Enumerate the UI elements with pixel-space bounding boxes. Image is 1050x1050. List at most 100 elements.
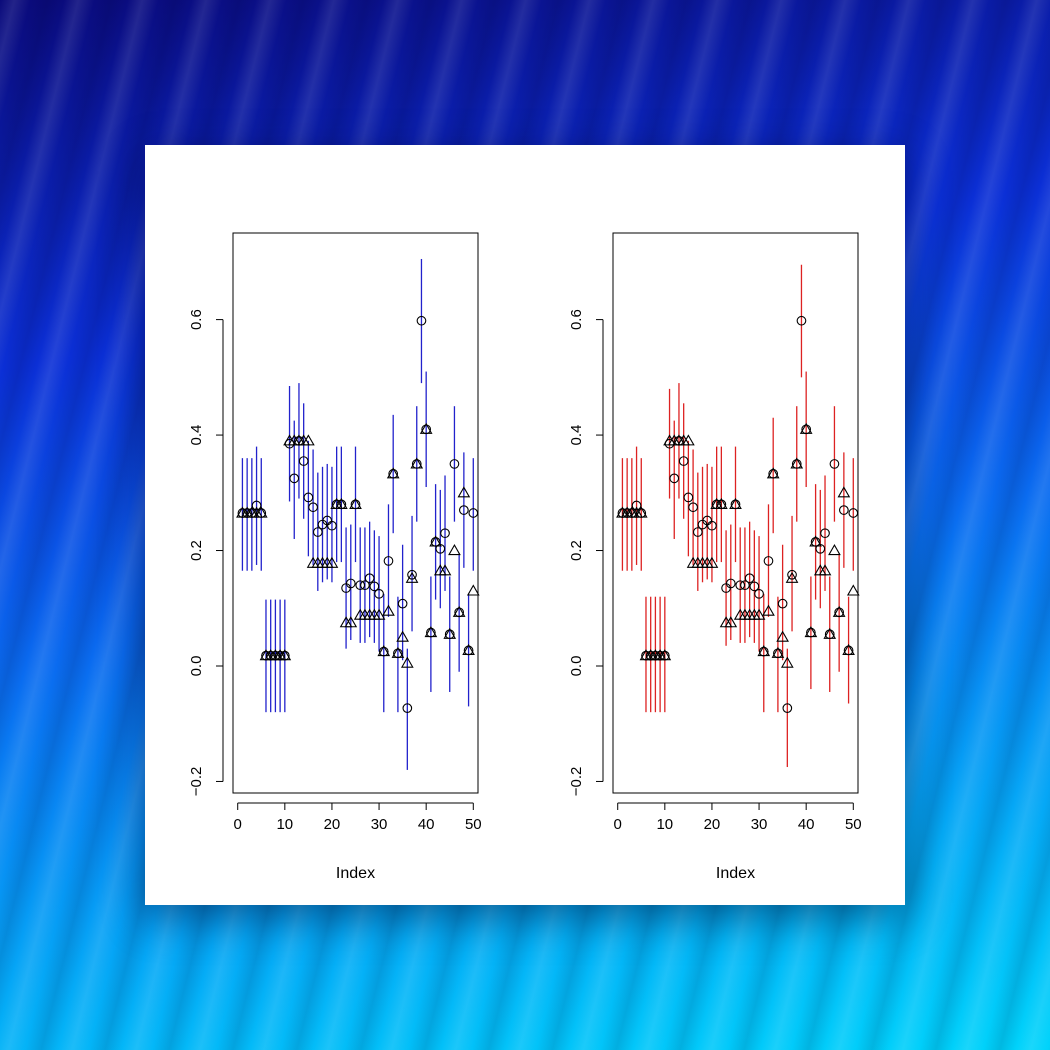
x-tick-label: 30 bbox=[371, 816, 388, 833]
circle-point bbox=[251, 500, 262, 511]
x-tick-label: 40 bbox=[798, 816, 815, 833]
y-tick-label: 0.6 bbox=[188, 309, 205, 330]
triangle-point bbox=[377, 645, 391, 657]
y-tick-label: 0.6 bbox=[568, 309, 585, 330]
circle-point bbox=[416, 315, 427, 326]
triangle-point bbox=[846, 584, 860, 596]
triangle-point bbox=[325, 556, 339, 568]
triangle-point bbox=[278, 649, 292, 661]
triangle-point bbox=[705, 556, 719, 568]
triangle-point bbox=[799, 422, 813, 434]
triangle-point bbox=[785, 571, 799, 583]
x-tick-label: 30 bbox=[751, 816, 768, 833]
triangle-point bbox=[452, 605, 466, 617]
y-axis: −0.2 0.0 0.2 0.4 0.6 bbox=[188, 309, 224, 796]
y-axis: −0.2 0.0 0.2 0.4 0.6 bbox=[568, 309, 604, 796]
circle-point bbox=[839, 505, 849, 515]
x-tick-label: 0 bbox=[614, 816, 622, 833]
triangle-point bbox=[405, 571, 419, 583]
circle-point bbox=[312, 527, 323, 537]
x-axis: 0 10 20 30 40 50 bbox=[234, 802, 482, 833]
circle-point bbox=[725, 578, 736, 589]
circle-point bbox=[782, 703, 793, 713]
circle-point bbox=[327, 520, 337, 531]
circle-point bbox=[364, 573, 375, 584]
x-tick-label: 0 bbox=[234, 816, 242, 833]
y-tick-label: 0.0 bbox=[568, 656, 585, 677]
circle-point bbox=[360, 580, 370, 591]
circle-point bbox=[468, 508, 479, 518]
circle-point bbox=[820, 528, 830, 539]
circle-point bbox=[440, 528, 450, 539]
triangle-point bbox=[837, 486, 851, 498]
triangle-point bbox=[809, 535, 822, 547]
triangle-point bbox=[804, 625, 818, 638]
x-axis-title: Index bbox=[336, 865, 375, 882]
figure-panel: 0 10 20 30 40 50 Index −0.2 0.0 0.2 0.4 0.6 0 10 20 30 4… bbox=[145, 145, 905, 905]
circle-point bbox=[692, 527, 703, 537]
x-tick-label: 40 bbox=[418, 816, 435, 833]
triangle-point bbox=[766, 467, 780, 479]
triangle-point bbox=[823, 627, 837, 639]
triangle-point bbox=[400, 656, 414, 668]
triangle-point bbox=[386, 467, 400, 479]
circle-point bbox=[777, 598, 788, 609]
triangle-point bbox=[344, 616, 358, 628]
y-tick-label: 0.2 bbox=[568, 540, 585, 561]
circle-point bbox=[459, 505, 469, 515]
triangle-point bbox=[457, 486, 471, 498]
triangle-point bbox=[780, 656, 794, 668]
triangle-point bbox=[419, 422, 433, 434]
circle-point bbox=[848, 508, 859, 518]
circle-point bbox=[369, 581, 380, 592]
circle-point bbox=[707, 520, 717, 531]
circle-point bbox=[345, 578, 356, 589]
circle-point bbox=[298, 456, 309, 466]
triangle-markers bbox=[616, 422, 860, 668]
triangle-point bbox=[302, 434, 315, 446]
triangle-point bbox=[349, 497, 362, 509]
triangle-point bbox=[391, 646, 405, 658]
y-tick-label: 0.0 bbox=[188, 656, 205, 677]
circle-point bbox=[749, 581, 760, 592]
x-axis: 0 10 20 30 40 50 bbox=[614, 802, 862, 833]
circle-point bbox=[796, 315, 807, 326]
triangle-point bbox=[715, 497, 728, 509]
triangle-point bbox=[729, 497, 742, 509]
x-tick-label: 20 bbox=[324, 816, 341, 833]
circle-point bbox=[374, 588, 384, 599]
triangle-point bbox=[372, 608, 386, 620]
circle-point bbox=[754, 588, 764, 599]
triangle-point bbox=[466, 584, 480, 596]
triangle-point bbox=[842, 643, 855, 656]
circle-point bbox=[383, 556, 394, 566]
circle-point bbox=[744, 573, 755, 584]
triangle-markers bbox=[236, 422, 480, 668]
triangle-point bbox=[438, 564, 452, 576]
triangle-point bbox=[424, 625, 438, 638]
x-tick-label: 50 bbox=[845, 816, 862, 833]
triangle-point bbox=[429, 535, 442, 547]
triangle-point bbox=[382, 604, 395, 616]
triangle-point bbox=[682, 434, 695, 446]
plot-right: 0 10 20 30 40 50 Index −0.2 0.0 0.2 0.4 0.6 bbox=[568, 232, 862, 882]
triangle-point bbox=[443, 627, 457, 639]
circle-point bbox=[678, 456, 689, 466]
triangle-point bbox=[254, 506, 268, 518]
chart-figure: 0 10 20 30 40 50 Index −0.2 0.0 0.2 0.4 0.6 0 10 20 30 4… bbox=[188, 232, 862, 882]
triangle-point bbox=[832, 605, 846, 617]
circle-point bbox=[402, 703, 413, 713]
x-tick-label: 10 bbox=[276, 816, 293, 833]
triangle-point bbox=[462, 643, 475, 656]
triangle-point bbox=[396, 630, 409, 642]
circle-point bbox=[289, 473, 300, 484]
triangle-point bbox=[410, 457, 424, 469]
circle-point bbox=[763, 556, 774, 566]
circle-point bbox=[688, 502, 698, 513]
triangle-point bbox=[757, 645, 771, 657]
y-tick-label: 0.2 bbox=[188, 540, 205, 561]
y-tick-label: 0.4 bbox=[568, 425, 585, 446]
triangle-point bbox=[448, 544, 461, 556]
x-tick-label: 10 bbox=[656, 816, 673, 833]
x-axis-title: Index bbox=[716, 865, 755, 882]
